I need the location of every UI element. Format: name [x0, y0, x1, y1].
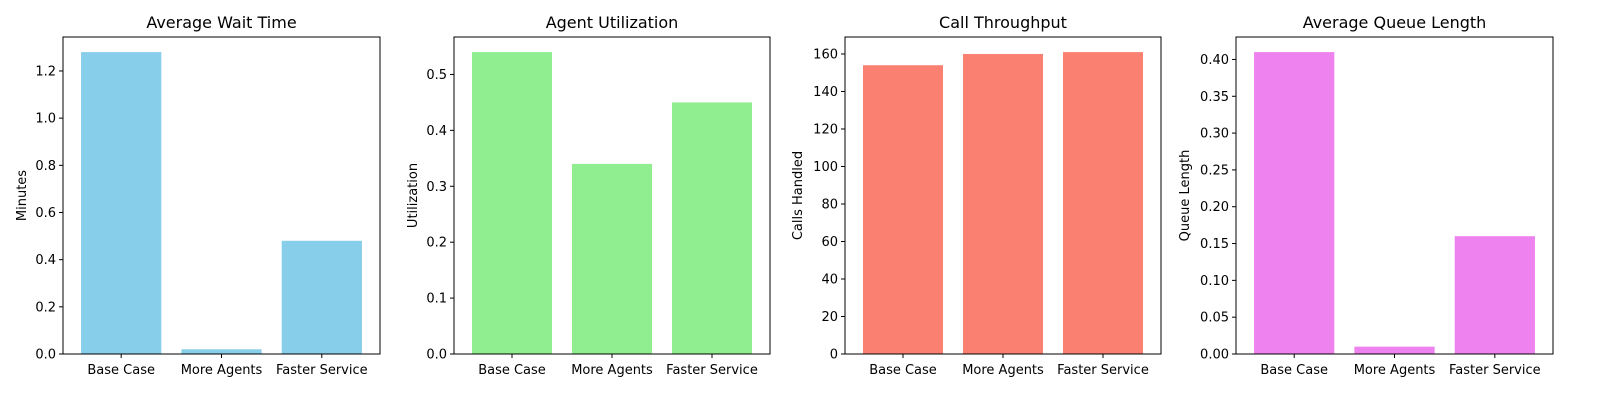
x-tick-label: More Agents	[571, 363, 653, 378]
subplot-1: 0.0 0.2 0.4 0.6 0.8 1.0 1.2 Base Case More Agent…	[15, 13, 381, 378]
y-tick-label: 0.25	[1200, 163, 1229, 178]
y-tick-label: 0.8	[35, 159, 56, 174]
y-tick-label: 160	[813, 47, 838, 62]
subplot-4: 0.00 0.05 0.10 0.15 0.20 0.25 0.30 0.35 0.40 Base…	[1178, 13, 1554, 378]
y-axis-label: Minutes	[15, 170, 30, 221]
y-tick-label: 60	[821, 235, 838, 250]
bar-more-agents	[181, 349, 262, 354]
bar-more-agents	[1354, 346, 1435, 354]
y-tick-label: 120	[813, 122, 838, 137]
chart-title: Call Throughput	[939, 13, 1067, 32]
x-tick-label: Base Case	[478, 363, 546, 378]
x-tick-label: Base Case	[87, 363, 155, 378]
bar-more-agents	[963, 53, 1043, 354]
y-tick-label: 0.1	[426, 292, 447, 307]
y-tick-label: 20	[821, 310, 838, 325]
y-tick-label: 0.30	[1200, 127, 1229, 142]
y-axis-label: Queue Length	[1178, 150, 1193, 242]
bar-faster-service	[1063, 52, 1143, 354]
x-tick-label: More Agents	[181, 363, 263, 378]
x-tick-label: Base Case	[869, 363, 937, 378]
bar-base-case	[81, 52, 162, 354]
chart-title: Agent Utilization	[546, 13, 679, 32]
x-tick-label: Base Case	[1260, 363, 1328, 378]
y-tick-label: 0.6	[35, 206, 56, 221]
y-tick-label: 0.05	[1200, 311, 1229, 326]
x-tick-label: Faster Service	[666, 363, 758, 378]
y-tick-label: 0.40	[1200, 53, 1229, 68]
y-tick-label: 100	[813, 160, 838, 175]
bar-base-case	[863, 65, 943, 354]
bar-base-case	[1254, 52, 1335, 354]
y-tick-label: 0.20	[1200, 200, 1229, 215]
bar-faster-service	[1454, 236, 1535, 354]
bar-base-case	[472, 52, 552, 354]
y-tick-label: 0.0	[426, 348, 447, 363]
x-tick-label: More Agents	[1354, 363, 1436, 378]
bar-faster-service	[281, 240, 362, 354]
x-tick-label: More Agents	[962, 363, 1044, 378]
x-tick-label: Faster Service	[1057, 363, 1149, 378]
y-tick-label: 80	[821, 197, 838, 212]
y-tick-label: 0	[830, 348, 838, 363]
y-tick-label: 0.2	[35, 300, 56, 315]
y-axis-label: Calls Handled	[791, 151, 806, 240]
y-tick-label: 0.5	[426, 68, 447, 83]
chart-title: Average Queue Length	[1303, 13, 1487, 32]
y-axis-label: Utilization	[406, 163, 421, 228]
y-tick-label: 0.4	[35, 253, 56, 268]
subplot-2: 0.0 0.1 0.2 0.3 0.4 0.5 Base Case More Agents Fa…	[406, 13, 771, 378]
y-tick-label: 0.2	[426, 236, 447, 251]
y-tick-label: 40	[821, 272, 838, 287]
y-tick-label: 0.00	[1200, 348, 1229, 363]
x-tick-label: Faster Service	[276, 363, 368, 378]
y-tick-label: 0.10	[1200, 274, 1229, 289]
subplot-3: 0 20 40 60 80 100 120 140 160 Base Case More Agent…	[791, 13, 1162, 378]
chart-title: Average Wait Time	[146, 13, 296, 32]
y-tick-label: 1.0	[35, 112, 56, 127]
x-tick-label: Faster Service	[1449, 363, 1541, 378]
y-tick-label: 140	[813, 85, 838, 100]
y-tick-label: 0.0	[35, 348, 56, 363]
y-tick-label: 1.2	[35, 64, 56, 79]
y-tick-label: 0.35	[1200, 90, 1229, 105]
y-tick-label: 0.3	[426, 180, 447, 195]
bar-more-agents	[572, 163, 652, 354]
y-tick-label: 0.15	[1200, 237, 1229, 252]
bar-faster-service	[672, 102, 752, 354]
y-tick-label: 0.4	[426, 124, 447, 139]
